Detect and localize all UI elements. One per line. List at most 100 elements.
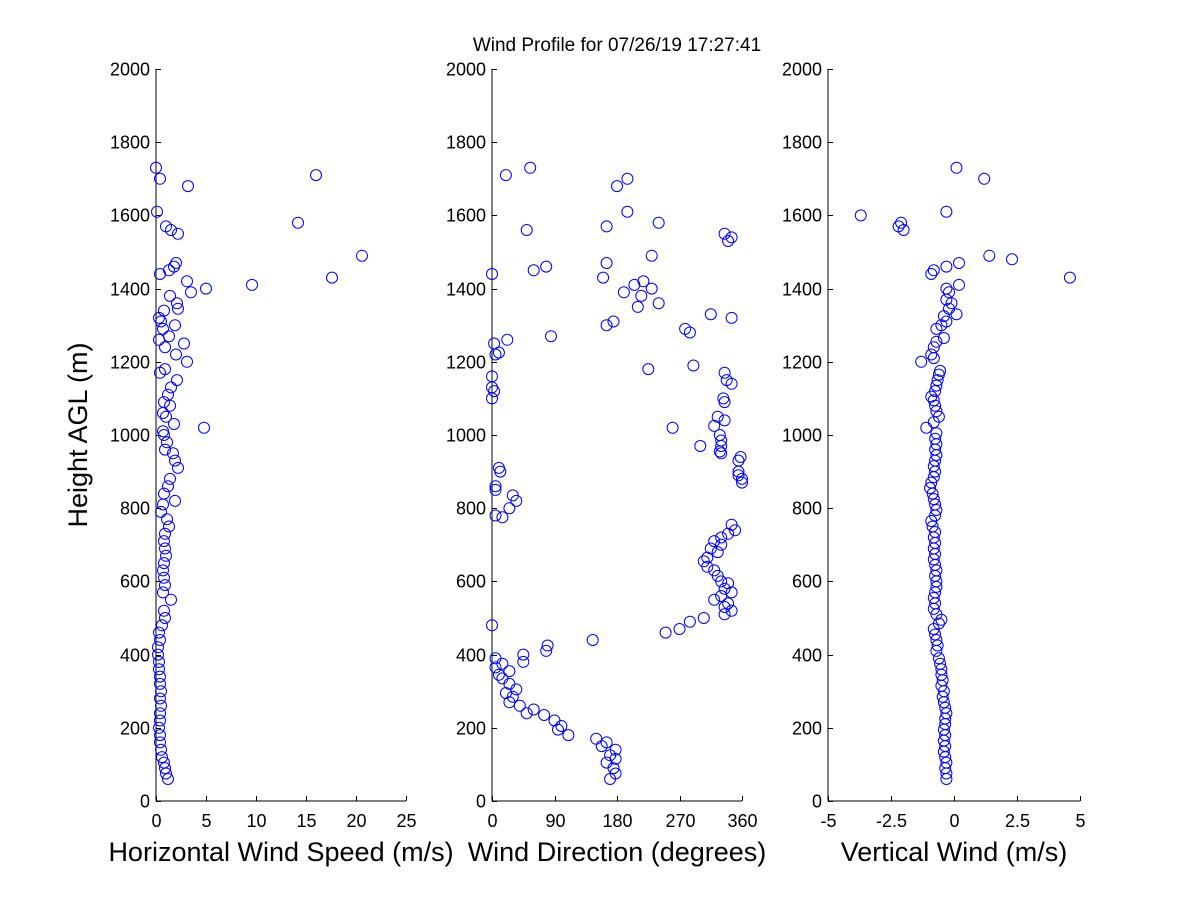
data-point bbox=[499, 169, 512, 182]
data-point bbox=[156, 619, 168, 632]
data-point bbox=[153, 721, 165, 734]
data-point bbox=[170, 348, 182, 361]
data-point bbox=[154, 634, 166, 646]
data-point bbox=[153, 663, 165, 676]
data-point bbox=[718, 227, 731, 240]
data-point bbox=[172, 227, 184, 240]
data-point bbox=[645, 249, 658, 262]
data-point bbox=[642, 363, 655, 376]
data-point bbox=[940, 756, 953, 769]
data-point bbox=[600, 736, 613, 749]
data-point bbox=[722, 235, 735, 247]
data-point bbox=[929, 385, 942, 398]
data-point bbox=[659, 626, 672, 639]
data-point bbox=[925, 476, 938, 489]
data-point bbox=[562, 729, 575, 742]
data-point bbox=[934, 364, 947, 377]
data-point bbox=[489, 480, 502, 493]
data-point bbox=[718, 366, 731, 379]
y-tick-label: 1800 bbox=[782, 133, 822, 153]
y-tick-label: 2000 bbox=[446, 60, 486, 80]
data-point bbox=[172, 302, 184, 315]
data-point bbox=[164, 399, 176, 412]
x-tick-label: 15 bbox=[296, 811, 316, 831]
data-point bbox=[162, 773, 174, 785]
data-point bbox=[940, 707, 953, 720]
data-point bbox=[718, 414, 731, 427]
data-point bbox=[715, 531, 728, 544]
data-point bbox=[326, 271, 338, 284]
y-tick-label: 600 bbox=[456, 572, 486, 592]
data-point bbox=[178, 337, 190, 350]
data-point bbox=[704, 542, 717, 555]
data-point bbox=[713, 429, 726, 441]
data-point bbox=[548, 714, 561, 727]
data-point bbox=[595, 740, 608, 753]
data-point bbox=[488, 337, 501, 350]
data-point bbox=[915, 355, 928, 368]
data-point bbox=[930, 335, 943, 348]
data-point bbox=[711, 546, 724, 559]
data-point bbox=[725, 604, 738, 617]
x-axis-label: Horizontal Wind Speed (m/s) bbox=[108, 837, 453, 867]
data-point bbox=[501, 333, 514, 346]
data-point bbox=[978, 172, 991, 185]
data-point bbox=[198, 421, 210, 434]
data-point bbox=[927, 341, 940, 354]
data-point bbox=[524, 161, 537, 174]
data-point bbox=[159, 363, 171, 376]
data-point bbox=[486, 619, 498, 632]
data-point bbox=[171, 297, 183, 310]
data-point bbox=[153, 655, 165, 668]
data-point bbox=[609, 767, 622, 780]
data-point bbox=[160, 410, 172, 423]
data-point bbox=[736, 476, 748, 489]
data-point bbox=[940, 260, 953, 273]
data-point bbox=[489, 652, 502, 665]
data-point bbox=[158, 756, 170, 769]
data-point bbox=[489, 661, 502, 674]
x-tick-label: 0 bbox=[151, 811, 161, 831]
y-tick-label: 1400 bbox=[782, 280, 822, 300]
data-point bbox=[931, 374, 944, 387]
x-tick-label: 10 bbox=[246, 811, 266, 831]
data-point bbox=[164, 472, 176, 485]
data-point bbox=[717, 392, 730, 405]
data-point bbox=[715, 434, 728, 447]
data-point bbox=[169, 319, 181, 332]
y-tick-label: 1600 bbox=[110, 206, 150, 226]
data-point bbox=[621, 172, 634, 185]
data-point bbox=[161, 436, 173, 449]
data-point bbox=[158, 535, 170, 548]
data-point bbox=[617, 286, 630, 299]
y-tick-label: 600 bbox=[792, 572, 822, 592]
data-point bbox=[586, 634, 599, 646]
data-point bbox=[154, 707, 166, 720]
data-point bbox=[854, 209, 867, 222]
data-point bbox=[157, 564, 169, 577]
data-point bbox=[540, 260, 553, 273]
data-point bbox=[157, 425, 169, 438]
data-point bbox=[609, 743, 622, 756]
data-point bbox=[496, 672, 509, 685]
data-point bbox=[715, 447, 728, 460]
data-point bbox=[158, 304, 170, 317]
data-point bbox=[732, 469, 745, 482]
y-tick-label: 2000 bbox=[110, 60, 150, 80]
data-point bbox=[950, 308, 963, 321]
data-point bbox=[159, 527, 171, 540]
data-point bbox=[732, 454, 745, 467]
y-tick-label: 200 bbox=[456, 719, 486, 739]
data-point bbox=[527, 703, 540, 716]
data-point bbox=[929, 628, 942, 641]
y-tick-label: 200 bbox=[792, 719, 822, 739]
data-point bbox=[683, 326, 696, 339]
data-point bbox=[492, 668, 505, 681]
data-point bbox=[708, 564, 721, 577]
data-point bbox=[153, 333, 165, 346]
data-point bbox=[940, 315, 953, 328]
data-point bbox=[292, 216, 304, 229]
data-point bbox=[666, 421, 679, 434]
x-tick-label: 0 bbox=[487, 811, 497, 831]
